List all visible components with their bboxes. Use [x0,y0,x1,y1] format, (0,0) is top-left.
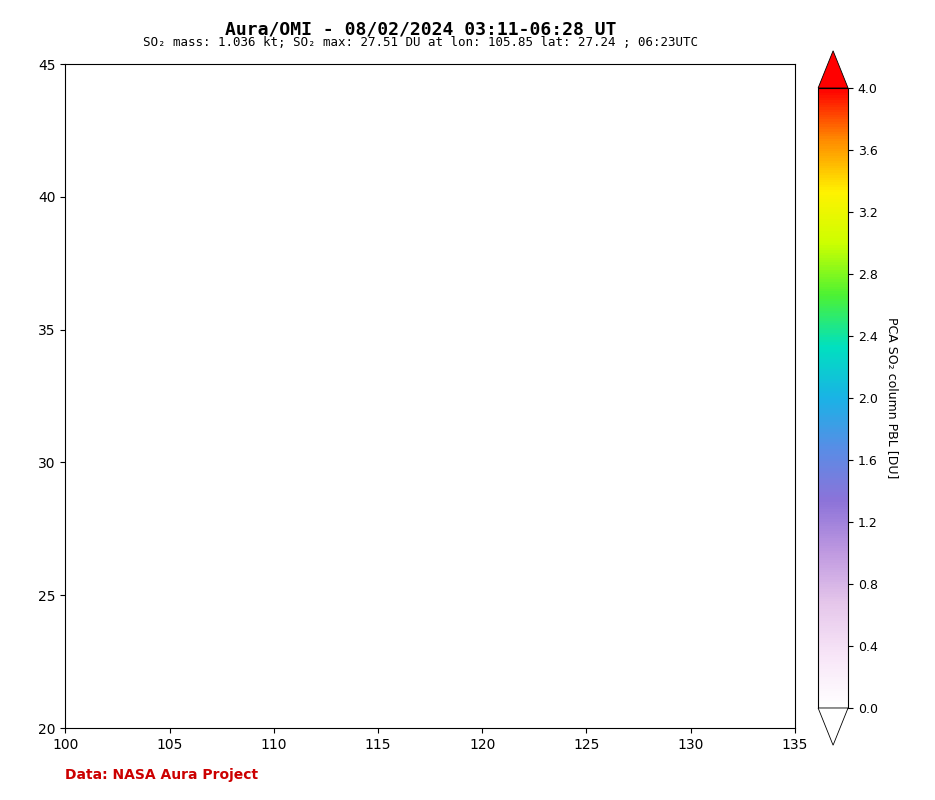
Polygon shape [818,50,848,88]
Polygon shape [818,708,848,746]
Text: Aura/OMI - 08/02/2024 03:11-06:28 UT: Aura/OMI - 08/02/2024 03:11-06:28 UT [225,20,616,38]
Text: Data: NASA Aura Project: Data: NASA Aura Project [65,768,259,782]
Text: SO₂ mass: 1.036 kt; SO₂ max: 27.51 DU at lon: 105.85 lat: 27.24 ; 06:23UTC: SO₂ mass: 1.036 kt; SO₂ max: 27.51 DU at… [143,36,698,49]
Y-axis label: PCA SO₂ column PBL [DU]: PCA SO₂ column PBL [DU] [886,318,899,478]
